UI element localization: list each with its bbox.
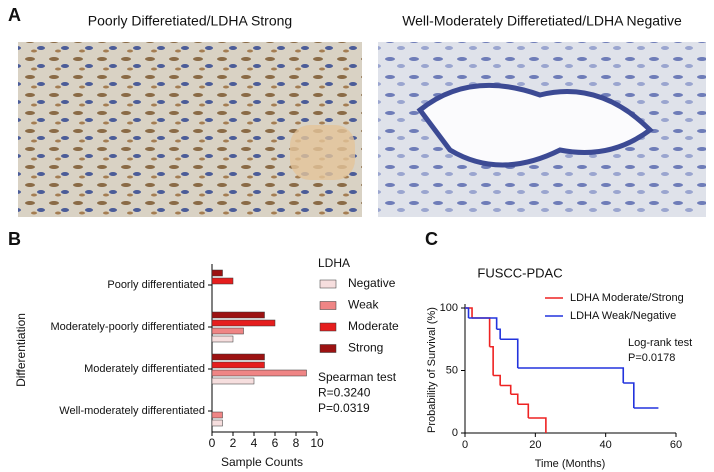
legend-swatch [319,279,337,289]
bar [211,419,223,427]
legend-title: LDHA [318,256,350,270]
survival-step [465,307,470,318]
x-tick-label: 0 [462,439,468,451]
survival-step [517,403,530,418]
survival-step [500,384,512,395]
y-tick-label: 0 [452,427,458,439]
bar [211,277,234,285]
legend-label: Negative [348,276,396,290]
x-tick-label: 20 [529,439,541,451]
bar [211,377,255,385]
survival-step [496,328,501,340]
annotation: P=0.0319 [318,401,370,415]
legend-label: Strong [348,341,383,355]
y-axis-label: Differentiation [14,313,28,387]
legend-swatch [319,322,337,332]
chart-title: FUSCC-PDAC [477,265,562,280]
bar [211,369,307,377]
bar [211,335,234,343]
survival-step [517,367,625,383]
y-tick-label: Well-moderately differentiated [59,405,205,417]
panel-label: B [8,229,21,249]
x-axis-label: Sample Counts [221,455,303,469]
legend-label: LDHA Weak/Negative [570,310,676,322]
annotation: R=0.3240 [318,386,371,400]
y-tick-label: 50 [446,364,458,376]
x-tick-label: 10 [310,436,324,450]
x-tick-label: 8 [293,436,300,450]
x-tick-label: 2 [230,436,237,450]
legend-swatch [319,344,337,353]
survival-step [468,317,498,330]
bar [211,411,223,419]
x-tick-label: 4 [251,436,258,450]
histology-image [416,82,654,168]
survival-step [528,417,547,433]
annotation: Log-rank test [628,337,692,349]
legend-swatch [319,301,337,310]
bar [211,353,265,361]
annotation: P=0.0178 [628,352,675,364]
y-tick-label: Moderately differentiated [84,363,205,375]
survival-step [489,345,494,376]
x-tick-label: 0 [209,436,216,450]
y-tick-label: Poorly differentiated [107,279,205,291]
survival-step [623,382,635,408]
image-caption: Well-Moderately Differetiated/LDHA Negat… [402,13,682,29]
panel-label: A [8,5,21,25]
survival-step [472,317,491,347]
y-tick-label: Moderately-poorly differentiated [51,321,206,333]
x-axis-label: Time (Months) [535,458,606,470]
bar [211,327,244,335]
legend-label: Moderate [348,319,399,333]
bar [211,361,265,369]
legend-label: LDHA Moderate/Strong [570,292,684,304]
image-caption: Poorly Differetiated/LDHA Strong [88,13,292,29]
panel-label: C [425,229,438,249]
survival-step [510,393,519,405]
x-tick-label: 6 [272,436,279,450]
survival-step [493,374,501,386]
x-tick-label: 40 [600,439,612,451]
y-axis-label: Probability of Survival (%) [426,307,438,433]
bar [211,319,276,327]
histology-image [290,125,355,180]
bar [211,269,223,277]
annotation: Spearman test [318,370,397,384]
y-tick-label: 100 [440,302,458,314]
survival-step [500,338,519,368]
bar [211,311,265,319]
legend-label: Weak [348,298,379,312]
x-tick-label: 60 [670,439,682,451]
